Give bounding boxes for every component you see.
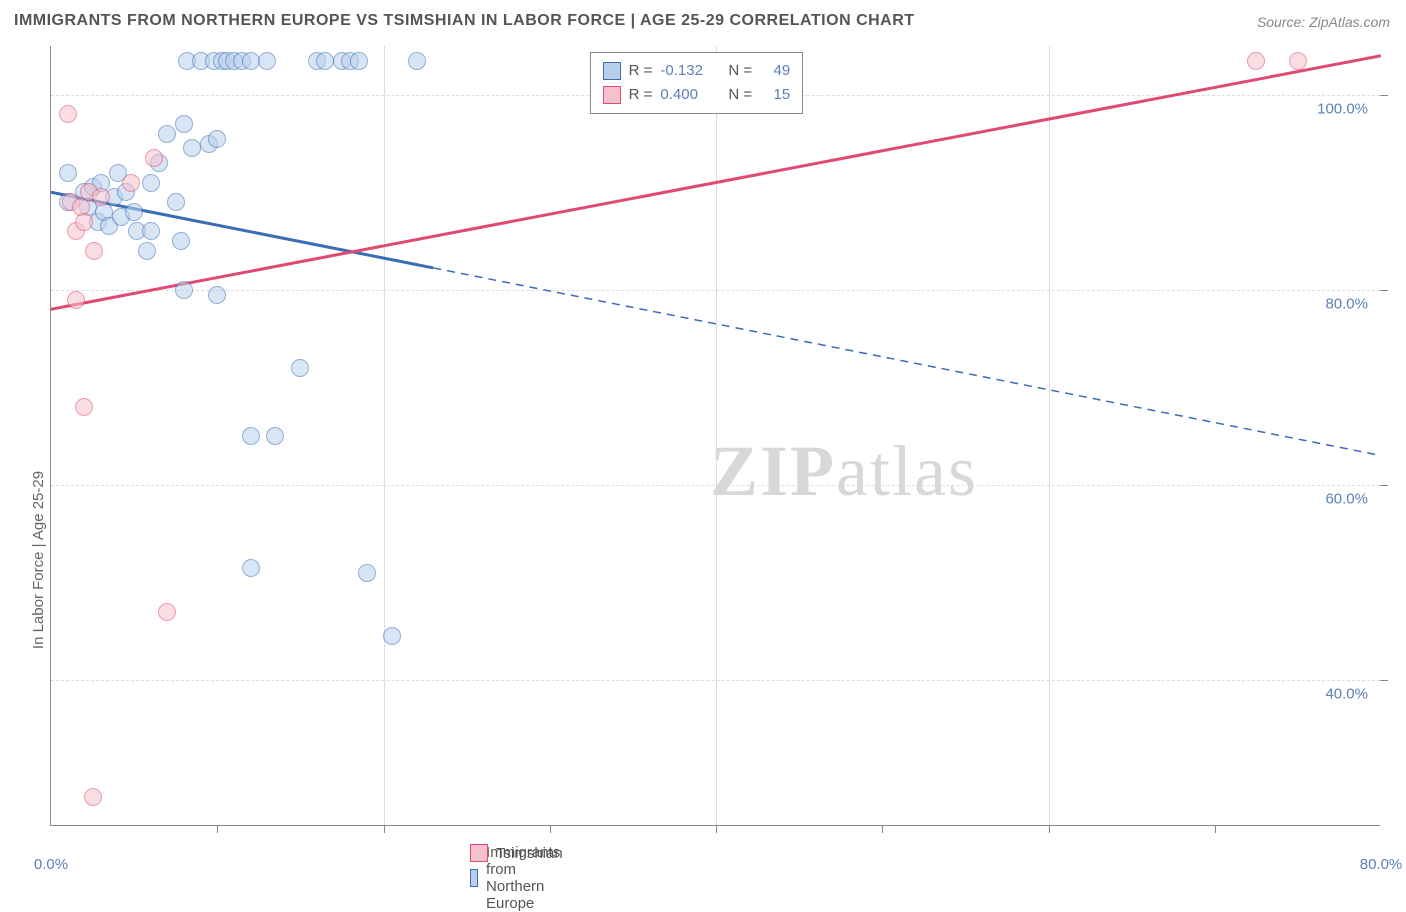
gridline-vertical <box>716 46 717 825</box>
stat-n-label: N = <box>728 59 752 83</box>
scatter-point <box>138 242 156 260</box>
stat-n-value: 49 <box>760 59 790 83</box>
scatter-point <box>258 52 276 70</box>
stats-row: R = 0.400 N = 15 <box>603 83 791 107</box>
stat-r-label: R = <box>629 83 653 107</box>
scatter-point <box>242 427 260 445</box>
bottom-legend-item: Tsimshian <box>470 844 563 862</box>
scatter-point <box>175 115 193 133</box>
gridline-vertical <box>384 46 385 825</box>
plot-area: 40.0%60.0%80.0%100.0%0.0%80.0%R =-0.132N… <box>50 46 1380 826</box>
x-tick-label: 80.0% <box>1360 856 1403 873</box>
scatter-point <box>208 286 226 304</box>
stat-r-value: 0.400 <box>660 83 714 107</box>
y-tick-mark <box>1380 290 1388 291</box>
y-tick-label: 80.0% <box>1325 295 1368 312</box>
y-axis-label: In Labor Force | Age 25-29 <box>30 471 47 649</box>
scatter-point <box>84 788 102 806</box>
y-tick-label: 40.0% <box>1325 685 1368 702</box>
y-tick-mark <box>1380 485 1388 486</box>
scatter-point <box>85 242 103 260</box>
scatter-point <box>358 564 376 582</box>
y-tick-mark <box>1380 680 1388 681</box>
scatter-point <box>142 222 160 240</box>
legend-swatch <box>603 86 621 104</box>
scatter-point <box>67 291 85 309</box>
scatter-point <box>1289 52 1307 70</box>
scatter-point <box>145 149 163 167</box>
scatter-point <box>175 281 193 299</box>
source-attribution: Source: ZipAtlas.com <box>1257 14 1390 30</box>
scatter-point <box>1247 52 1265 70</box>
x-tick-mark <box>1215 825 1216 833</box>
scatter-point <box>350 52 368 70</box>
legend-label: Tsimshian <box>496 845 563 862</box>
scatter-point <box>158 603 176 621</box>
scatter-point <box>242 52 260 70</box>
stats-row: R = -0.132 N = 49 <box>603 59 791 83</box>
correlation-stats-box: R = -0.132 N = 49 R = 0.400 N = 15 <box>590 52 804 114</box>
scatter-point <box>291 359 309 377</box>
scatter-point <box>408 52 426 70</box>
scatter-point <box>92 188 110 206</box>
scatter-point <box>183 139 201 157</box>
stat-n-value: 15 <box>760 83 790 107</box>
scatter-point <box>59 164 77 182</box>
stat-n-label: N = <box>728 83 752 107</box>
x-tick-label: 0.0% <box>34 856 68 873</box>
scatter-point <box>59 105 77 123</box>
x-tick-mark <box>550 825 551 833</box>
x-tick-mark <box>384 825 385 833</box>
scatter-point <box>266 427 284 445</box>
scatter-point <box>75 398 93 416</box>
scatter-point <box>167 193 185 211</box>
scatter-point <box>122 174 140 192</box>
scatter-point <box>316 52 334 70</box>
chart-title: IMMIGRANTS FROM NORTHERN EUROPE VS TSIMS… <box>14 12 915 30</box>
scatter-point <box>208 130 226 148</box>
scatter-point <box>383 627 401 645</box>
legend-swatch <box>470 869 478 887</box>
scatter-point <box>142 174 160 192</box>
scatter-point <box>158 125 176 143</box>
scatter-point <box>242 559 260 577</box>
x-tick-mark <box>217 825 218 833</box>
scatter-point <box>172 232 190 250</box>
y-tick-label: 60.0% <box>1325 490 1368 507</box>
x-tick-mark <box>1049 825 1050 833</box>
scatter-point <box>125 203 143 221</box>
y-tick-mark <box>1380 95 1388 96</box>
stat-r-value: -0.132 <box>660 59 714 83</box>
scatter-point <box>75 213 93 231</box>
legend-swatch <box>603 62 621 80</box>
stat-r-label: R = <box>629 59 653 83</box>
gridline-vertical <box>1049 46 1050 825</box>
trend-line-dashed <box>433 268 1381 456</box>
x-tick-mark <box>716 825 717 833</box>
x-tick-mark <box>882 825 883 833</box>
y-tick-label: 100.0% <box>1317 100 1368 117</box>
legend-swatch <box>470 844 488 862</box>
